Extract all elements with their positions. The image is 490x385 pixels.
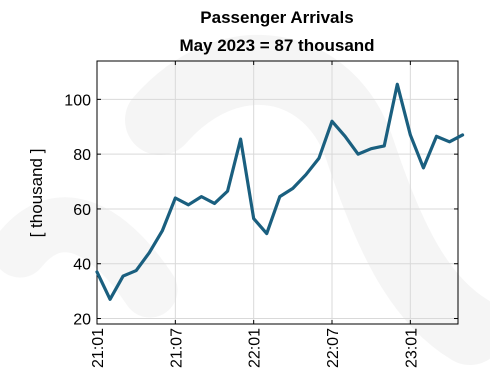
- chart-title: Passenger Arrivals: [200, 8, 353, 27]
- axis-ticks: 20 40 60 80 100 21:01 21:07 22:01 22:07 23:01: [64, 61, 458, 368]
- x-tick-label: 22:07: [325, 328, 342, 368]
- x-tick-label: 22:01: [247, 328, 264, 368]
- y-tick-label: 80: [73, 147, 91, 164]
- x-tick-label: 23:01: [403, 328, 420, 368]
- y-tick-label: 40: [73, 257, 91, 274]
- series-layer: [95, 82, 465, 301]
- x-tick-label: 21:07: [168, 328, 185, 368]
- chart-subtitle: May 2023 = 87 thousand: [179, 36, 374, 55]
- y-axis-label: [ thousand ]: [27, 149, 46, 238]
- y-tick-label: 60: [73, 202, 91, 219]
- plot-frame: [96, 60, 459, 325]
- series-line: [95, 82, 465, 301]
- grid: [96, 61, 458, 324]
- y-tick-label: 100: [64, 92, 91, 109]
- x-tick-label: 21:01: [90, 328, 107, 368]
- y-tick-label: 20: [73, 312, 91, 329]
- watermark-stroke: [125, 34, 490, 365]
